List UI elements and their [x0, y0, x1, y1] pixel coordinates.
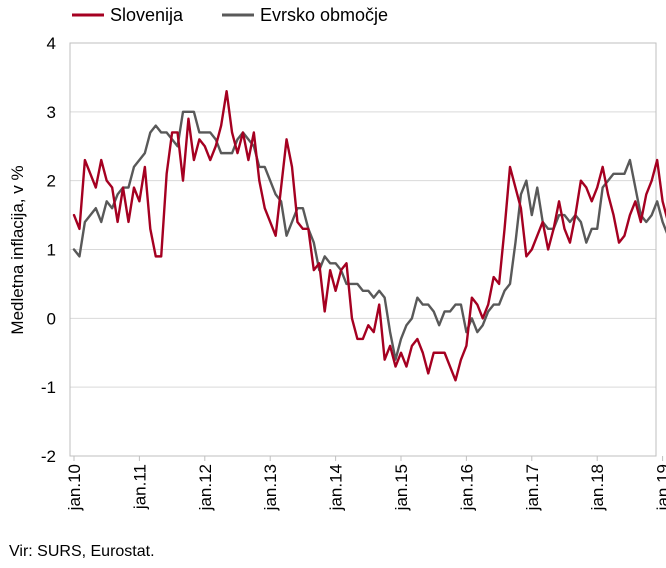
- y-tick-label: -2: [41, 447, 56, 466]
- y-axis-title: Medletna inflacija, v %: [8, 165, 27, 334]
- legend: Slovenija Evrsko območje: [72, 5, 388, 25]
- axes: -2 -1 0 1 2 3 4 jan.10 jan.11 jan.12 jan.13 jan.14 j…: [41, 34, 666, 511]
- y-tick-label: 4: [47, 34, 56, 53]
- y-tick-label: 0: [47, 309, 56, 328]
- x-tick-label: jan.17: [523, 464, 542, 511]
- x-tick-label: jan.10: [65, 464, 84, 511]
- source-note: Vir: SURS, Eurostat.: [9, 543, 155, 560]
- y-tick-label: -1: [41, 378, 56, 397]
- legend-label: Evrsko območje: [260, 5, 388, 25]
- x-tick-label: jan.19: [654, 464, 666, 511]
- x-tick-label: jan.16: [457, 464, 476, 511]
- y-tick-label: 1: [47, 241, 56, 260]
- x-tick-label: jan.15: [392, 464, 411, 511]
- grid-lines: [70, 42, 656, 457]
- x-tick-label: jan.18: [588, 464, 607, 511]
- series-line-evrsko-območje: [72, 110, 666, 361]
- x-tick-label: jan.11: [130, 464, 149, 510]
- legend-label: Slovenija: [110, 5, 184, 25]
- x-tick-label: jan.14: [327, 464, 346, 511]
- y-tick-label: 3: [47, 103, 56, 122]
- series-line-slovenija: [72, 89, 666, 382]
- plot-border: [69, 42, 657, 457]
- y-tick-label: 2: [47, 172, 56, 191]
- x-tick-label: jan.13: [261, 464, 280, 511]
- x-tick-label: jan.12: [196, 464, 215, 511]
- series-lines: [72, 89, 666, 382]
